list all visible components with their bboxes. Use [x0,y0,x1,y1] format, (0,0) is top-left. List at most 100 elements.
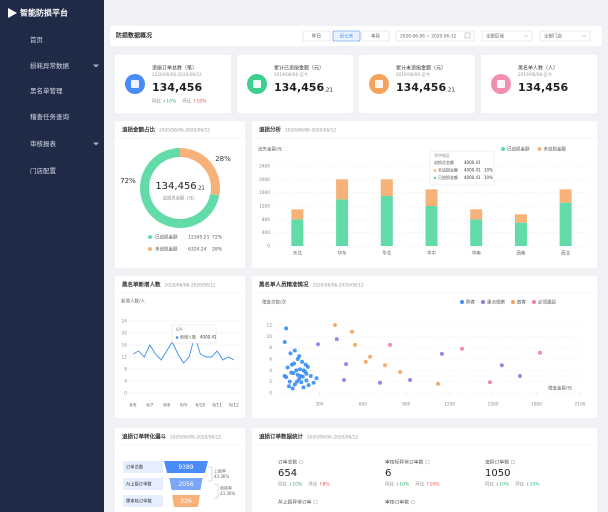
card-subtitle: 2020/06/06-2020/06/12 [159,128,210,134]
funnel-bracket [208,466,213,482]
y-tick-label: 400 [262,230,270,236]
funnel-segment [169,478,203,490]
stat-value: 654 [278,468,297,479]
range-label[interactable]: 近七天 [340,33,354,40]
funnel-label: 需审核订单数 [126,498,152,505]
range-label[interactable]: 昨日 [312,33,321,40]
scatter-point [287,379,292,384]
compare-value: ↓10% [496,482,510,488]
x-tick-label: 600 [359,402,367,408]
pie-label: 72% [120,177,136,185]
filter-select[interactable] [481,30,533,42]
range-button[interactable] [361,30,390,42]
x-tick-label: 1800 [531,402,542,408]
compare-label: 同比 [485,481,494,488]
y-tick-label: 2400 [259,164,270,170]
help-icon [510,459,516,465]
kpi-card [115,55,231,113]
pie-slice [180,148,220,196]
menu-item[interactable]: 损耗异常数据 [30,61,70,70]
legend-dot [537,147,542,151]
bar-segment [470,219,483,246]
menu-item[interactable]: 黑名单管理 [30,86,63,95]
scatter-point [294,368,299,373]
scatter-point [282,340,287,344]
bar-segment [336,179,349,200]
menu-item[interactable]: 门店配置 [30,166,57,175]
range-button[interactable] [302,30,331,42]
legend-dot [532,300,536,304]
scatter-point [297,354,302,359]
menu-item[interactable]: 首页 [30,35,44,44]
x-tick-label: 1500 [488,402,499,408]
stat-label: 审核标异常订单数 [385,459,424,466]
funnel-bracket [214,483,219,499]
x-tick-label: 6/6 [130,403,137,409]
scatter-point [537,350,542,355]
filter-label[interactable]: 全部区域 [486,33,504,40]
stats-card [252,428,597,512]
scatter-point [299,380,304,385]
x-tick-label: 6/11 [212,403,222,409]
y-tick-label: 10 [267,334,273,340]
menu-item[interactable]: 稽查任务查询 [30,112,70,121]
menu-item[interactable]: 审核报表 [30,139,57,148]
tooltip-name: 新增人数 [180,334,196,340]
y-tick-label: 1200 [259,204,270,210]
scatter-point [408,377,413,382]
kpi-icon-glyph [253,80,261,88]
funnel-label: 订单总数 [126,464,144,471]
legend-share: 28% [212,247,223,253]
range-label[interactable]: 本月 [371,33,380,40]
scatter-point [353,342,358,347]
card-title: 追损订单数据统计 [259,433,304,441]
scatter-point [290,386,295,391]
bar-segment [425,206,438,246]
compare-value: ↓10% [526,482,540,488]
y-tick-label: 20 [122,331,128,337]
tooltip-share: 10% [484,175,493,180]
bar-segment [514,222,527,246]
y-tick-label: 0 [269,391,272,397]
kpi-card [359,55,475,113]
sidebar [0,0,104,512]
bar-segment [559,202,572,246]
x-tick-label: 东北 [293,250,302,257]
filter-chevron [523,34,529,38]
tooltip-value: 4000.41 [464,160,481,165]
pie-label: 28% [215,155,231,163]
tooltip-share: 10% [484,168,493,173]
scatter-point [332,323,337,327]
scatter-point [304,378,309,383]
y-axis-title: 追失金额/元 [258,146,283,153]
y-tick-label: 4 [124,379,127,385]
chart-card [252,276,597,418]
tooltip-title: 华中地区 [434,152,450,158]
x-tick-label: 华北 [382,250,391,257]
date-picker[interactable] [395,30,475,42]
filter-label[interactable]: 全部门店 [544,33,562,40]
kpi-card [481,55,597,113]
scatter-point [350,329,354,334]
calendar-icon [464,32,471,39]
x-tick-label: 6/12 [229,403,239,409]
bar-segment [336,199,349,246]
compare-label: 环比 [308,481,317,488]
filter-select[interactable] [539,30,591,42]
funnel-segment [164,461,208,473]
date-range[interactable]: 2020-06-06 ~ 2020-06-12 [400,34,457,40]
range-button[interactable] [332,30,361,42]
scatter-point [297,367,302,372]
y-tick-label: 8 [124,367,127,373]
x-axis-title: 稽查金额/元 [548,385,573,392]
x-tick-label: 6/7 [146,403,153,409]
compare-value: ↑8% [319,482,331,488]
stat-label: 审核订单数 [385,499,409,506]
y-tick-label: 16 [122,343,128,349]
x-tick-label: 2100 [575,402,586,408]
filter-chevron [581,34,587,38]
funnel-label-box [123,495,163,507]
rate-value: 43.36% [220,491,235,496]
scatter-point [300,374,305,379]
compare-label: 同比 [385,481,394,488]
